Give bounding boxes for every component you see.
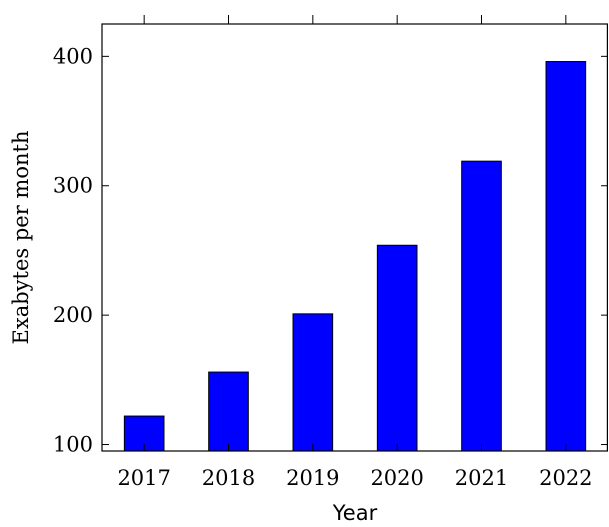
bar-2019 bbox=[292, 313, 334, 452]
x-axis-title: Year bbox=[332, 501, 378, 525]
tick-labels-group: 2017 2018 2019 2020 2021 2022 100 200 300 400 bbox=[53, 44, 593, 490]
bar-2020 bbox=[376, 244, 418, 452]
x-tick-label-2020: 2020 bbox=[370, 466, 423, 490]
bar-2018 bbox=[208, 371, 249, 452]
y-tick-label-300: 300 bbox=[53, 174, 93, 198]
x-tick-label-2022: 2022 bbox=[539, 466, 592, 490]
y-tick-label-200: 200 bbox=[53, 303, 93, 327]
x-tick-label-2017: 2017 bbox=[117, 466, 170, 490]
bar-2022 bbox=[545, 61, 587, 452]
y-tick-label-100: 100 bbox=[53, 433, 93, 457]
ticks-group bbox=[102, 15, 608, 451]
y-axis-title: Exabytes per month bbox=[9, 131, 33, 345]
x-tick-label-2021: 2021 bbox=[455, 466, 508, 490]
bars-group bbox=[123, 61, 587, 452]
x-tick-label-2018: 2018 bbox=[202, 466, 255, 490]
y-tick-label-400: 400 bbox=[53, 44, 93, 68]
bar-2021 bbox=[461, 160, 502, 452]
plot-frame bbox=[101, 23, 608, 452]
x-tick-label-2019: 2019 bbox=[286, 466, 339, 490]
